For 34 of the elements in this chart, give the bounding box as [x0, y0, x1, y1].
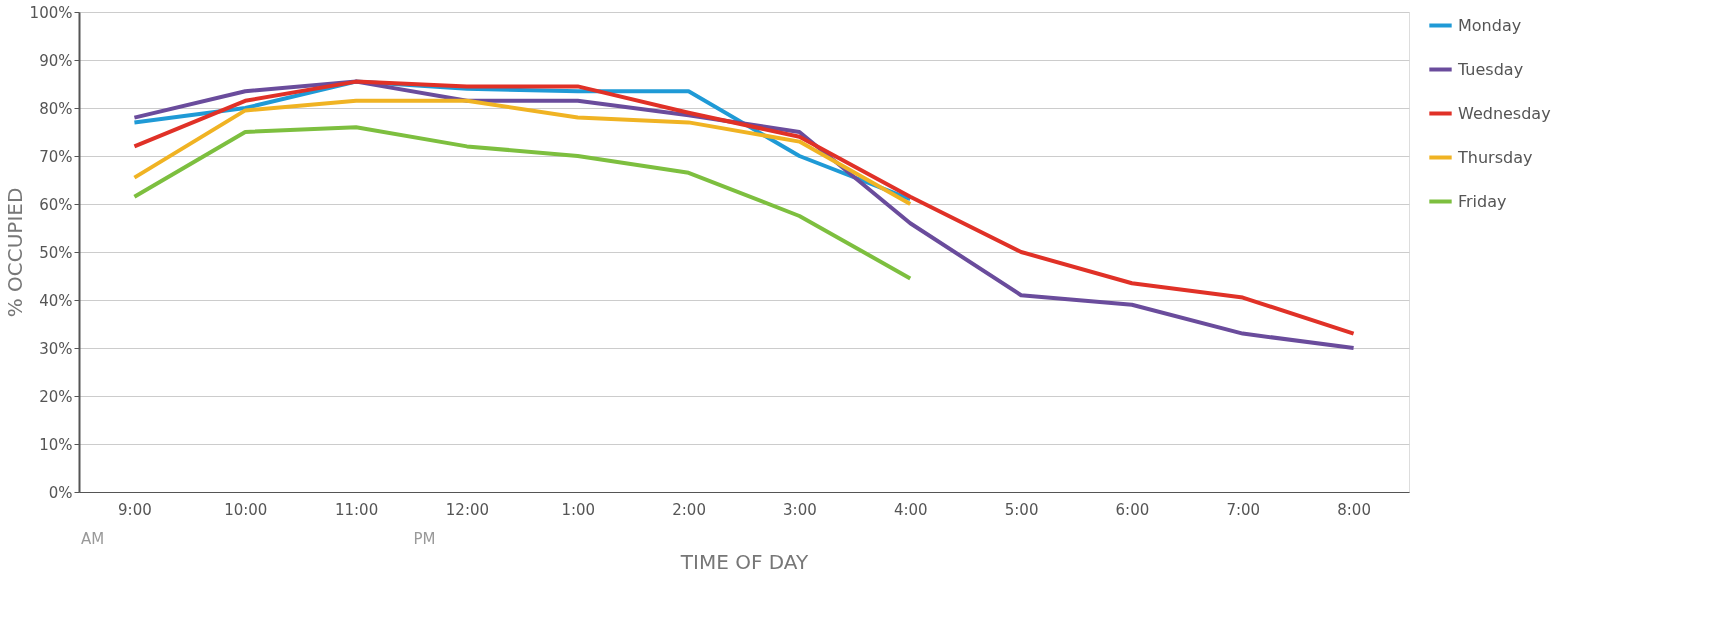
- legend-label: Monday: [1458, 15, 1522, 35]
- x-tick-label: 10:00: [224, 500, 268, 519]
- x-tick-label: 3:00: [783, 500, 817, 519]
- line-series: [132, 125, 913, 281]
- line-series: [132, 98, 913, 206]
- legend-label: Thursday: [1457, 147, 1533, 167]
- legend-label: Tuesday: [1457, 59, 1524, 79]
- x-tick-label: 8:00: [1337, 500, 1371, 519]
- x-tick-label: 1:00: [561, 500, 596, 519]
- x-tick-label: 7:00: [1226, 500, 1261, 519]
- legend-label: Friday: [1458, 191, 1507, 211]
- x-tick-label: 6:00: [1115, 500, 1150, 519]
- y-tick-label: 30%: [39, 339, 73, 358]
- y-tick-label: 100%: [29, 3, 73, 22]
- x-tick-label: 2:00: [672, 500, 706, 519]
- x-tick-label: 9:00: [118, 500, 152, 519]
- x-tick-label: 5:00: [1004, 500, 1039, 519]
- x-tick-label: 11:00: [334, 500, 379, 519]
- y-tick-label: 10%: [39, 435, 73, 454]
- y-tick-label: 60%: [39, 195, 73, 214]
- y-tick-label: 0%: [48, 483, 73, 502]
- y-tick-label: 40%: [39, 291, 73, 310]
- text: PM: [413, 530, 436, 548]
- x-tick-label: 4:00: [893, 500, 928, 519]
- x-axis-title: TIME OF DAY: [679, 549, 809, 574]
- x-tick-label: 12:00: [445, 500, 490, 519]
- y-tick-label: 70%: [39, 147, 73, 166]
- y-axis-title: % OCCUPIED: [2, 187, 27, 318]
- text: AM: [81, 530, 105, 548]
- y-tick-label: 50%: [39, 243, 73, 262]
- y-tick-label: 80%: [39, 99, 73, 118]
- y-tick-label: 20%: [39, 387, 73, 406]
- legend-label: Wednesday: [1458, 103, 1551, 123]
- y-tick-label: 90%: [39, 51, 73, 70]
